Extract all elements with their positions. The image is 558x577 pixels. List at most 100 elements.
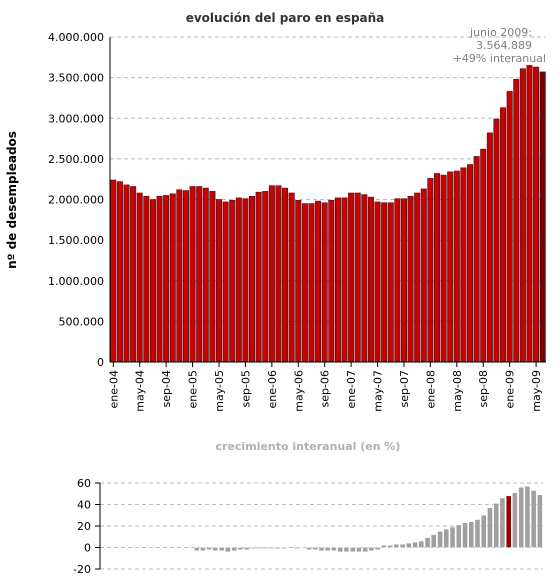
- bar: [275, 185, 282, 363]
- unemployment-chart: evolución del paro en españa nº de desem…: [5, 11, 546, 412]
- bar: [237, 547, 244, 550]
- bar: [381, 202, 388, 363]
- bar: [343, 547, 350, 552]
- bar: [110, 179, 117, 363]
- main-axes: [109, 37, 546, 367]
- x-tick-label: ene-09: [504, 370, 517, 408]
- bar: [474, 519, 481, 548]
- bar: [506, 91, 513, 363]
- bar: [481, 515, 487, 548]
- bar: [341, 197, 348, 363]
- bar: [306, 547, 312, 550]
- bar: [136, 192, 143, 363]
- bar: [381, 545, 387, 548]
- bar: [505, 495, 512, 548]
- bar: [362, 547, 368, 552]
- bar: [456, 524, 462, 548]
- bar: [354, 192, 361, 363]
- main-y-tick-labels: 0 500.000 1.000.000 1.500.000 2.000.000 2.500…: [48, 31, 104, 369]
- x-tick-label: may-07: [372, 370, 385, 412]
- y-tick-label: 40: [77, 499, 91, 512]
- x-tick-label: may-09: [530, 370, 543, 412]
- bar: [282, 187, 289, 363]
- bar: [486, 132, 493, 363]
- y-tick-label: 3.000.000: [48, 112, 104, 125]
- x-tick-label: sep-05: [239, 370, 252, 407]
- bar: [123, 184, 130, 363]
- bar: [500, 107, 507, 363]
- bar: [512, 492, 518, 548]
- y-axis-label: nº de desempleados: [5, 131, 19, 269]
- bar: [255, 191, 262, 363]
- bar: [235, 197, 242, 363]
- bar: [414, 192, 421, 363]
- annotation-line-1: junio 2009:: [469, 26, 532, 39]
- bar: [194, 547, 200, 551]
- y-tick-label: 2.000.000: [48, 194, 104, 207]
- bar: [250, 547, 256, 549]
- y-tick-label: 0: [97, 356, 104, 369]
- bar: [325, 547, 331, 551]
- bar: [218, 547, 225, 551]
- x-tick-label: sep-07: [398, 370, 411, 407]
- bar: [467, 164, 474, 363]
- bar: [293, 547, 300, 549]
- x-tick-label: may-06: [292, 370, 305, 412]
- bar: [427, 178, 434, 363]
- bar: [206, 547, 212, 550]
- x-tick-label: sep-06: [319, 370, 332, 407]
- bar: [169, 193, 176, 363]
- y-tick-label: 2.500.000: [48, 153, 104, 166]
- x-tick-label: may-05: [213, 370, 226, 412]
- bar: [209, 191, 216, 363]
- bar: [295, 200, 302, 363]
- bar: [301, 203, 308, 363]
- x-tick-label: sep-08: [477, 370, 490, 407]
- bar: [447, 171, 454, 363]
- bar: [443, 529, 449, 548]
- bar: [400, 198, 407, 363]
- y-tick-label: 20: [77, 520, 91, 533]
- bar: [281, 547, 287, 549]
- bar: [315, 200, 322, 363]
- chart-title: evolución del paro en españa: [186, 11, 385, 25]
- x-tick-label: ene-04: [107, 370, 120, 408]
- y-tick-label: 1.000.000: [48, 275, 104, 288]
- bar: [449, 526, 456, 548]
- bar: [328, 200, 335, 363]
- x-tick-label: ene-06: [266, 370, 279, 408]
- bar: [225, 547, 231, 552]
- bar: [262, 191, 269, 363]
- bar: [350, 547, 356, 552]
- bar: [367, 196, 374, 363]
- bar: [412, 541, 418, 548]
- bar: [189, 186, 196, 363]
- bar: [321, 202, 328, 363]
- main-bars: [110, 65, 546, 363]
- bar: [262, 547, 269, 549]
- bar: [480, 148, 487, 363]
- x-tick-label: may-08: [451, 370, 464, 412]
- y-tick-label: 500.000: [59, 315, 105, 328]
- bar: [275, 547, 281, 549]
- bar: [215, 199, 223, 363]
- bar: [487, 507, 493, 548]
- bar: [348, 192, 355, 363]
- bar: [130, 186, 137, 363]
- main-gridlines: [110, 36, 546, 322]
- bar: [361, 194, 368, 363]
- bar: [537, 494, 543, 548]
- bar: [539, 71, 546, 363]
- bar: [356, 547, 362, 552]
- bar: [308, 203, 315, 363]
- y-tick-label: 60: [77, 477, 91, 490]
- bar: [418, 540, 425, 548]
- bar: [431, 534, 437, 548]
- bar: [524, 486, 531, 548]
- bar: [406, 542, 412, 548]
- y-tick-label: 3.500.000: [48, 72, 104, 85]
- bar: [473, 156, 480, 363]
- bar: [212, 547, 219, 551]
- bar: [493, 118, 500, 363]
- x-tick-label: ene-07: [345, 370, 358, 408]
